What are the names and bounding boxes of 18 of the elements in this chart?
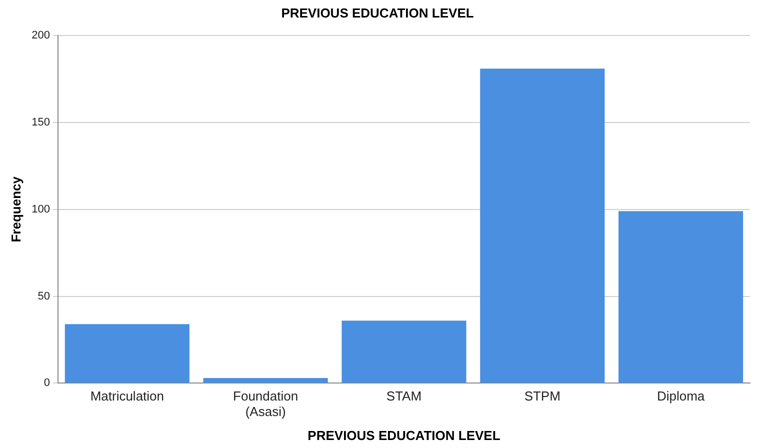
y-tick-label: 100 (32, 203, 50, 216)
bar (480, 68, 605, 383)
bar (203, 378, 328, 383)
bar (342, 320, 466, 383)
x-tick-label: STPM (524, 388, 560, 404)
y-tick-label: 0 (44, 377, 50, 390)
bar (64, 324, 190, 383)
chart-title: PREVIOUS EDUCATION LEVEL (281, 5, 474, 20)
y-tick-label: 150 (32, 116, 50, 129)
x-tick-label: STAM (386, 388, 422, 404)
x-tick-label: Diploma (656, 388, 706, 404)
x-tick-label: Foundation (Asasi) (233, 388, 298, 420)
x-tick-label: Matriculation (90, 388, 164, 404)
y-axis-title: Frequency (8, 176, 24, 242)
y-tick-label: 200 (32, 30, 50, 42)
y-tick-label: 50 (38, 290, 50, 302)
bar (618, 211, 744, 383)
x-axis-title: PREVIOUS EDUCATION LEVEL (308, 428, 500, 443)
